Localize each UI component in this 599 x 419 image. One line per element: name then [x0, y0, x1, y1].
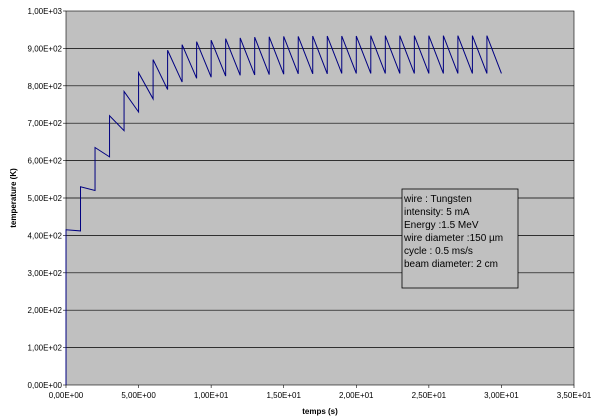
x-tick-label: 1,00E+01 [194, 391, 229, 400]
y-tick-label: 5,00E+02 [28, 194, 63, 203]
x-tick-label: 0,00E+00 [49, 391, 84, 400]
y-tick-label: 3,00E+02 [28, 269, 63, 278]
series-line [65, 35, 502, 385]
y-axis-title: temperature (K) [9, 168, 18, 228]
y-tick-label: 0,00E+00 [28, 381, 63, 390]
y-tick-label: 7,00E+02 [28, 119, 63, 128]
x-axis-ticks: 0,00E+00 5,00E+00 1,00E+01 1,50E+01 2,00E+01… [49, 385, 592, 400]
gridlines [66, 48, 574, 348]
annotation-line-cycle: cycle : 0.5 ms/s [404, 246, 473, 257]
y-tick-label: 8,00E+02 [28, 82, 63, 91]
y-tick-label: 2,00E+02 [28, 306, 63, 315]
annotation-line-wire-diameter: wire diameter :150 µm [403, 233, 503, 244]
x-tick-label: 1,50E+01 [266, 391, 301, 400]
y-tick-label: 9,00E+02 [28, 44, 63, 53]
y-tick-label: 1,00E+03 [28, 7, 63, 16]
y-axis-ticks: 0,00E+00 1,00E+02 2,00E+02 3,00E+02 4,00E+02… [28, 7, 66, 390]
y-tick-label: 6,00E+02 [28, 157, 63, 166]
y-tick-label: 4,00E+02 [28, 231, 63, 240]
x-tick-label: 5,00E+00 [121, 391, 156, 400]
x-axis-title: temps (s) [302, 407, 338, 416]
y-tick-label: 1,00E+02 [28, 344, 63, 353]
annotation-line-intensity: intensity: 5 mA [404, 207, 470, 218]
annotation-line-beam-diameter: beam diameter: 2 cm [404, 259, 498, 270]
x-tick-label: 3,50E+01 [557, 391, 592, 400]
annotation-box: wire : Tungsten intensity: 5 mA Energy :… [401, 188, 519, 289]
x-tick-label: 2,50E+01 [412, 391, 447, 400]
x-tick-label: 2,00E+01 [339, 391, 374, 400]
annotation-line-wire: wire : Tungsten [403, 194, 472, 205]
x-tick-label: 3,00E+01 [484, 391, 519, 400]
annotation-line-energy: Energy :1.5 MeV [404, 220, 479, 231]
